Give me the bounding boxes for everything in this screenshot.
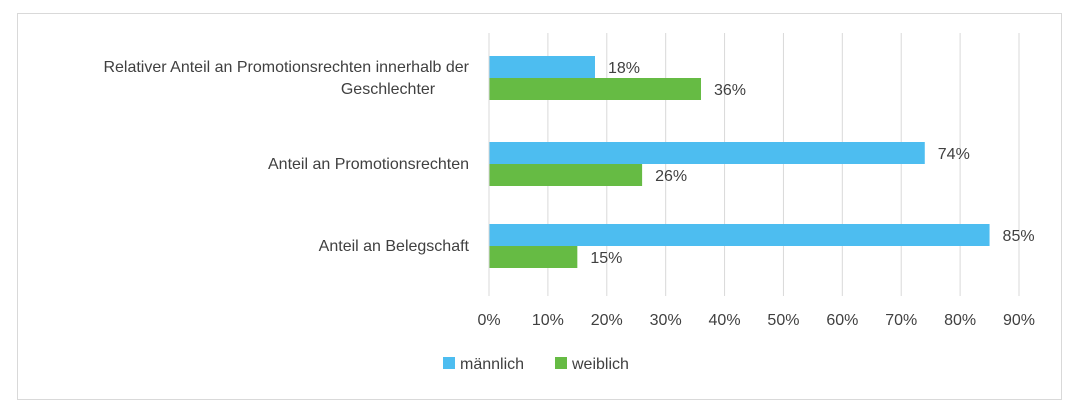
data-label: 85% [1003, 228, 1035, 245]
x-tick-label: 50% [767, 312, 799, 329]
data-label: 74% [938, 146, 970, 163]
bar-maennlich [489, 142, 925, 164]
category-label: Anteil an Belegschaft [319, 238, 470, 255]
data-label: 36% [714, 82, 746, 99]
bar-weiblich [489, 164, 643, 186]
bar-weiblich [489, 78, 701, 100]
legend-label: männlich [460, 356, 524, 373]
x-tick-label: 60% [826, 312, 858, 329]
category-label: Anteil an Promotionsrechten [268, 156, 469, 173]
legend-swatch [555, 357, 567, 369]
bar-maennlich [489, 224, 990, 246]
x-tick-label: 40% [709, 312, 741, 329]
x-tick-label: 0% [477, 312, 500, 329]
bar-maennlich [489, 56, 595, 78]
x-tick-label: 10% [532, 312, 564, 329]
bar-weiblich [489, 246, 578, 268]
data-label: 18% [608, 60, 640, 77]
x-tick-label: 30% [650, 312, 682, 329]
legend-swatch [443, 357, 455, 369]
x-tick-label: 70% [885, 312, 917, 329]
x-tick-label: 20% [591, 312, 623, 329]
data-label: 26% [655, 168, 687, 185]
category-label: Relativer Anteil an Promotionsrechten in… [103, 59, 469, 98]
legend-label: weiblich [571, 356, 629, 373]
data-label: 15% [590, 250, 622, 267]
x-tick-label: 80% [944, 312, 976, 329]
x-tick-label: 90% [1003, 312, 1035, 329]
